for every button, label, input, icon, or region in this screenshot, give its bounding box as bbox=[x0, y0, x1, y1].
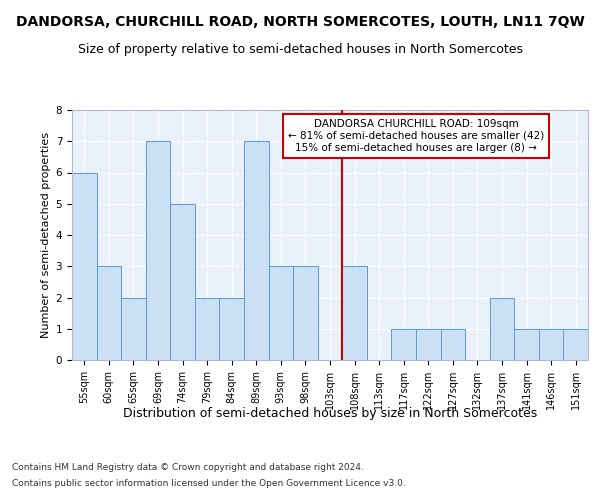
Bar bbox=[563, 329, 588, 360]
Y-axis label: Number of semi-detached properties: Number of semi-detached properties bbox=[41, 132, 52, 338]
Text: DANDORSA, CHURCHILL ROAD, NORTH SOMERCOTES, LOUTH, LN11 7QW: DANDORSA, CHURCHILL ROAD, NORTH SOMERCOT… bbox=[16, 15, 584, 29]
Bar bbox=[293, 266, 318, 360]
Bar bbox=[416, 329, 440, 360]
Bar bbox=[170, 204, 195, 360]
Text: Contains public sector information licensed under the Open Government Licence v3: Contains public sector information licen… bbox=[12, 479, 406, 488]
Bar bbox=[342, 266, 367, 360]
Bar bbox=[391, 329, 416, 360]
Text: Distribution of semi-detached houses by size in North Somercotes: Distribution of semi-detached houses by … bbox=[123, 408, 537, 420]
Bar bbox=[269, 266, 293, 360]
Bar bbox=[72, 172, 97, 360]
Text: Contains HM Land Registry data © Crown copyright and database right 2024.: Contains HM Land Registry data © Crown c… bbox=[12, 462, 364, 471]
Bar bbox=[195, 298, 220, 360]
Bar bbox=[244, 141, 269, 360]
Bar bbox=[220, 298, 244, 360]
Bar bbox=[539, 329, 563, 360]
Text: Size of property relative to semi-detached houses in North Somercotes: Size of property relative to semi-detach… bbox=[77, 42, 523, 56]
Bar bbox=[490, 298, 514, 360]
Bar bbox=[440, 329, 465, 360]
Bar bbox=[514, 329, 539, 360]
Text: DANDORSA CHURCHILL ROAD: 109sqm
← 81% of semi-detached houses are smaller (42)
1: DANDORSA CHURCHILL ROAD: 109sqm ← 81% of… bbox=[288, 120, 544, 152]
Bar bbox=[121, 298, 146, 360]
Bar bbox=[97, 266, 121, 360]
Bar bbox=[146, 141, 170, 360]
